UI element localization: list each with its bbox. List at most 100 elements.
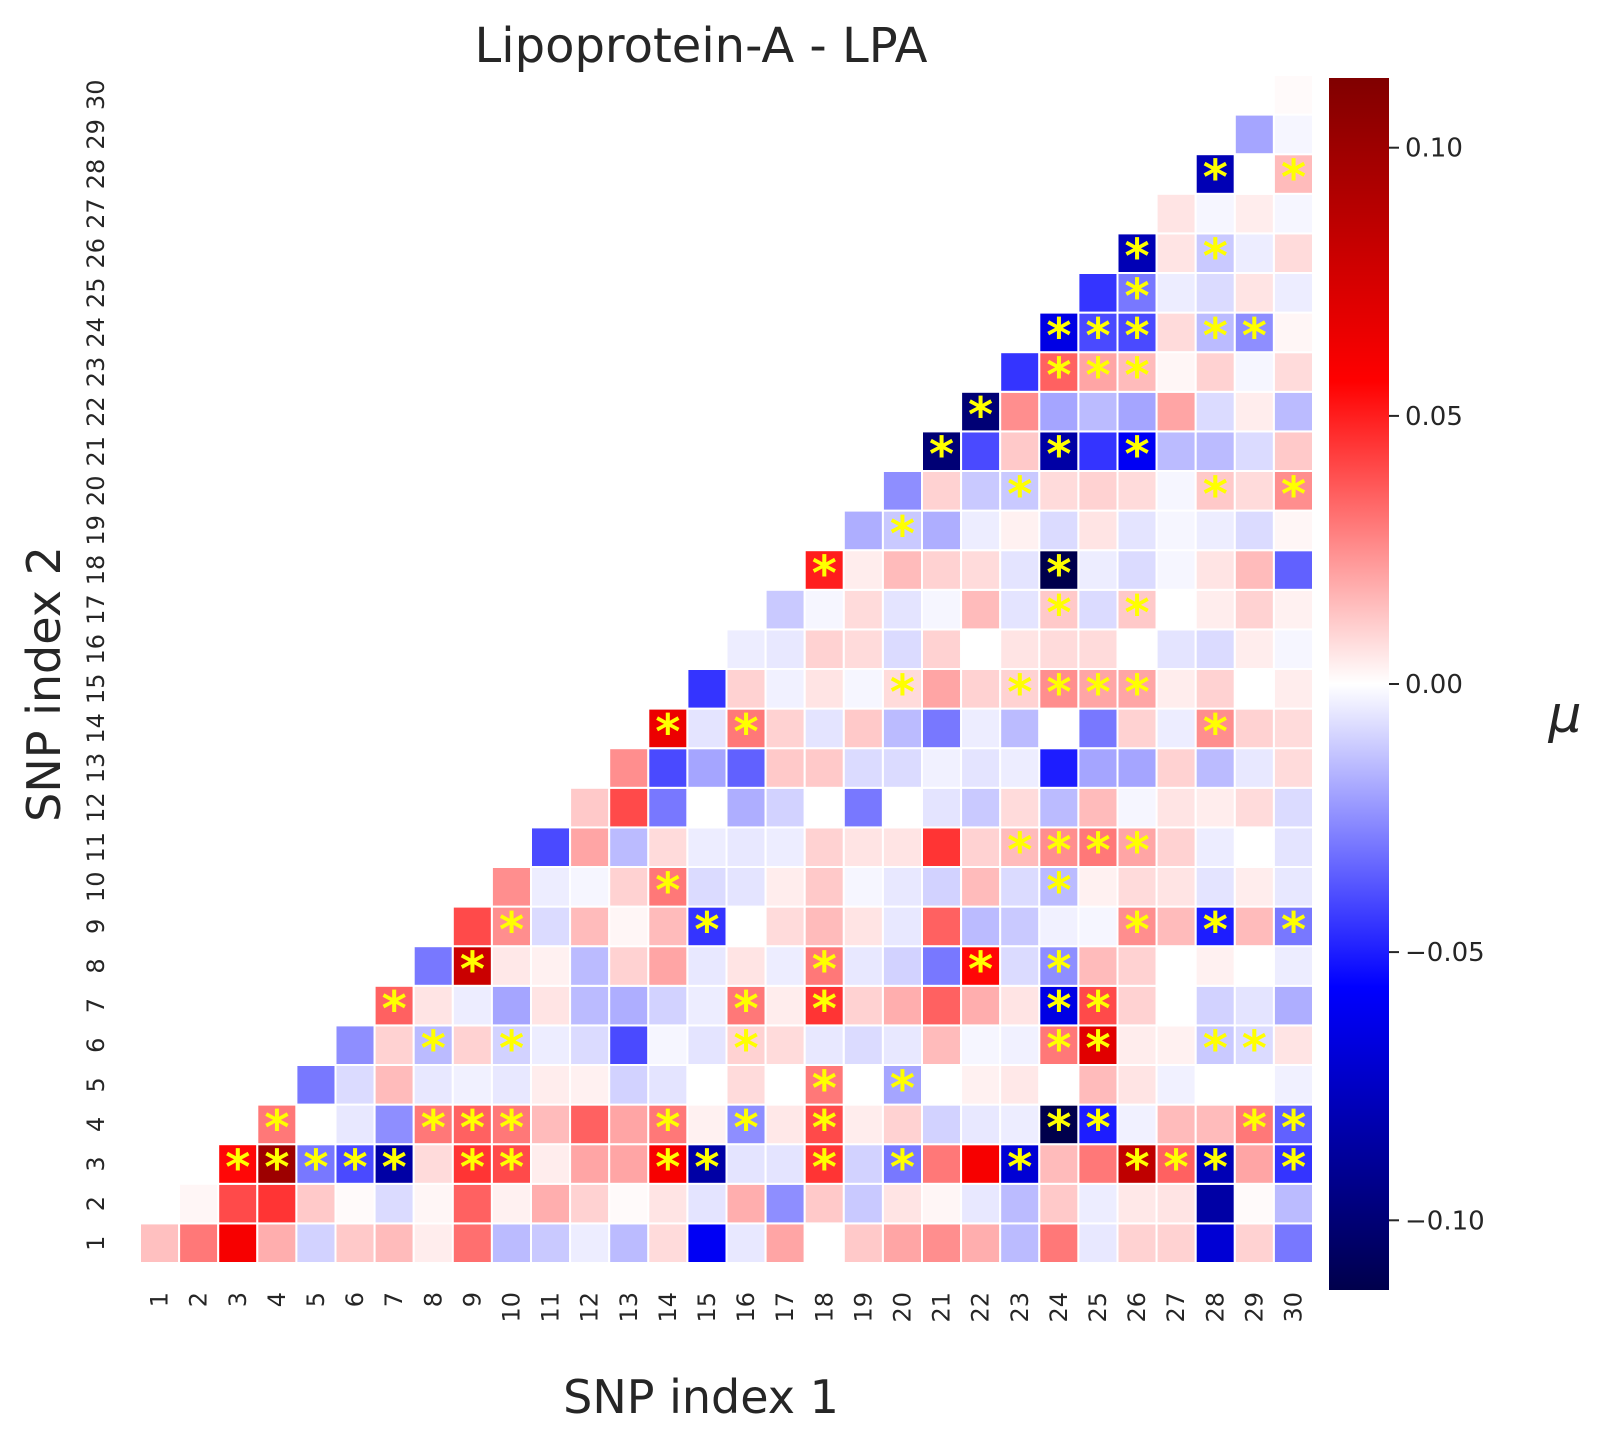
heatmap-cell bbox=[139, 1222, 181, 1265]
heatmap-cell bbox=[1272, 628, 1315, 671]
significance-star: * bbox=[1007, 665, 1032, 721]
heatmap-cell bbox=[608, 905, 650, 948]
heatmap-cell bbox=[569, 1103, 611, 1146]
heatmap-cell bbox=[1272, 430, 1315, 472]
significance-star: * bbox=[264, 1100, 289, 1156]
significance-star: * bbox=[812, 1061, 837, 1117]
heatmap-cell bbox=[842, 1024, 884, 1067]
significance-star: * bbox=[1242, 1021, 1267, 1077]
heatmap-cell bbox=[1077, 1182, 1119, 1225]
heatmap-cell bbox=[451, 945, 493, 987]
x-tick-label: 7 bbox=[380, 1292, 408, 1307]
heatmap-cell bbox=[569, 826, 611, 869]
heatmap-cells bbox=[139, 74, 1315, 1265]
significance-star: * bbox=[303, 1140, 328, 1196]
heatmap-cell bbox=[1116, 509, 1158, 552]
significance-markers: * * * * * * * * * * * * * * * ** * * * * * * * * * ** ** * * * * * ** * * *… bbox=[225, 150, 1306, 1196]
heatmap-cell bbox=[803, 1024, 845, 1067]
significance-star: * bbox=[1281, 902, 1306, 958]
x-tick-label: 24 bbox=[1045, 1292, 1073, 1323]
heatmap-cell bbox=[569, 984, 611, 1027]
significance-star: * bbox=[812, 942, 837, 998]
significance-star: * bbox=[1046, 823, 1071, 879]
heatmap-cell bbox=[999, 1103, 1041, 1146]
y-tick-label: 21 bbox=[82, 436, 110, 467]
significance-star: * bbox=[1124, 269, 1149, 325]
heatmap-cell bbox=[764, 588, 806, 631]
heatmap-cell bbox=[764, 945, 806, 987]
heatmap-cell bbox=[921, 628, 963, 671]
heatmap-cell bbox=[1077, 588, 1119, 631]
y-tick-label: 19 bbox=[82, 515, 110, 546]
heatmap-cell bbox=[608, 786, 650, 829]
heatmap-cell bbox=[530, 1064, 572, 1106]
heatmap-cell bbox=[842, 549, 884, 591]
heatmap-cell bbox=[1155, 905, 1197, 948]
heatmap-cell bbox=[490, 1064, 532, 1106]
heatmap-cell bbox=[373, 984, 415, 1027]
heatmap-cell bbox=[764, 905, 806, 948]
significance-star: * bbox=[460, 942, 485, 998]
significance-star: * bbox=[655, 863, 680, 919]
significance-star: * bbox=[1046, 546, 1071, 602]
heatmap-cell bbox=[1077, 549, 1119, 591]
heatmap-cell bbox=[803, 1143, 845, 1185]
heatmap-cell bbox=[960, 1143, 1002, 1185]
heatmap-cell bbox=[451, 1143, 493, 1185]
heatmap-cell bbox=[178, 1222, 220, 1265]
heatmap-cell bbox=[569, 1143, 611, 1185]
heatmap-cell bbox=[764, 1143, 806, 1185]
heatmap-cell bbox=[1077, 311, 1119, 354]
heatmap-cell bbox=[1155, 1024, 1197, 1067]
heatmap-cell bbox=[1194, 786, 1236, 829]
heatmap-cell bbox=[1272, 984, 1315, 1027]
heatmap-cell bbox=[881, 707, 924, 750]
significance-star: * bbox=[1007, 823, 1032, 879]
heatmap-cell bbox=[1116, 390, 1158, 433]
heatmap-cell bbox=[803, 786, 845, 829]
heatmap-cell bbox=[1194, 1064, 1236, 1106]
heatmap-cell bbox=[1038, 1103, 1080, 1146]
heatmap-cell bbox=[1272, 588, 1315, 631]
heatmap-cell bbox=[881, 1143, 924, 1185]
significance-star: * bbox=[1281, 150, 1306, 206]
heatmap-cell bbox=[960, 1103, 1002, 1146]
heatmap-cell bbox=[764, 668, 806, 710]
heatmap-cell bbox=[803, 826, 845, 869]
heatmap-cell bbox=[1233, 470, 1275, 512]
heatmap-cell bbox=[530, 826, 572, 869]
heatmap-cell bbox=[1116, 351, 1158, 393]
significance-star: * bbox=[1281, 1140, 1306, 1196]
chart-title: Lipoprotein-A - LPA bbox=[475, 18, 928, 74]
significance-star: * bbox=[812, 982, 837, 1038]
y-tick-label: 26 bbox=[82, 238, 110, 269]
heatmap-cell bbox=[451, 1024, 493, 1067]
significance-star: * bbox=[225, 1140, 250, 1196]
significance-star: * bbox=[1124, 1140, 1149, 1196]
y-tick-label: 11 bbox=[82, 832, 110, 863]
heatmap-cell bbox=[999, 549, 1041, 591]
heatmap-cell bbox=[647, 826, 689, 869]
significance-star: * bbox=[1085, 1100, 1110, 1156]
heatmap-cell bbox=[1155, 192, 1197, 235]
heatmap-cell bbox=[1233, 153, 1275, 195]
heatmap-cell bbox=[725, 747, 767, 789]
heatmap-cell bbox=[1233, 192, 1275, 235]
significance-star: * bbox=[1242, 1100, 1267, 1156]
heatmap-cell bbox=[451, 984, 493, 1027]
heatmap-cell bbox=[1194, 430, 1236, 472]
heatmap-cell bbox=[647, 1103, 689, 1146]
heatmap-cell bbox=[1038, 509, 1080, 552]
heatmap-cell bbox=[1077, 905, 1119, 948]
heatmap-cell bbox=[530, 1024, 572, 1067]
heatmap-cell bbox=[569, 1222, 611, 1265]
heatmap-cell bbox=[960, 786, 1002, 829]
heatmap-cell bbox=[686, 1103, 728, 1146]
heatmap-cell bbox=[1233, 866, 1275, 908]
heatmap-cell bbox=[1272, 1182, 1315, 1225]
heatmap-cell bbox=[1194, 905, 1236, 948]
heatmap-cell bbox=[686, 984, 728, 1027]
heatmap-cell bbox=[1194, 509, 1236, 552]
significance-star: * bbox=[694, 1140, 719, 1196]
heatmap-cell bbox=[921, 549, 963, 591]
